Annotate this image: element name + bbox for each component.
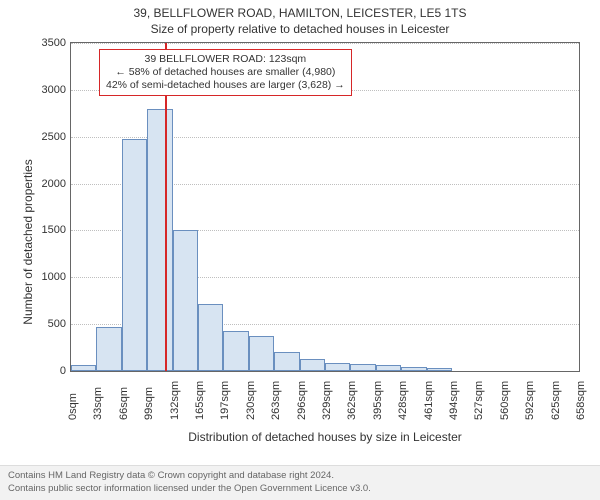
footer: Contains HM Land Registry data © Crown c… [0, 465, 600, 500]
callout-line: 42% of semi-detached houses are larger (… [106, 79, 345, 92]
y-tick-label: 1000 [34, 271, 66, 283]
x-tick-label: 296sqm [296, 360, 308, 420]
x-tick-label: 658sqm [575, 360, 587, 420]
histogram-bar [122, 139, 147, 371]
x-tick-label: 165sqm [194, 360, 206, 420]
x-tick-label: 33sqm [92, 360, 104, 420]
x-tick-label: 197sqm [219, 360, 231, 420]
x-tick-label: 527sqm [473, 360, 485, 420]
x-tick-label: 625sqm [550, 360, 562, 420]
histogram-bar [173, 230, 198, 372]
y-tick-label: 2500 [34, 131, 66, 143]
chart-container: 39, BELLFLOWER ROAD, HAMILTON, LEICESTER… [0, 0, 600, 500]
chart-title-main: 39, BELLFLOWER ROAD, HAMILTON, LEICESTER… [0, 6, 600, 20]
x-tick-label: 66sqm [118, 360, 130, 420]
plot-area: 39 BELLFLOWER ROAD: 123sqm← 58% of detac… [70, 42, 580, 372]
callout-line: ← 58% of detached houses are smaller (4,… [106, 66, 345, 79]
x-tick-label: 329sqm [321, 360, 333, 420]
x-tick-label: 263sqm [270, 360, 282, 420]
y-tick-label: 500 [34, 318, 66, 330]
marker-callout: 39 BELLFLOWER ROAD: 123sqm← 58% of detac… [99, 49, 352, 96]
x-tick-label: 461sqm [423, 360, 435, 420]
footer-line-2: Contains public sector information licen… [8, 483, 592, 495]
histogram-bar [147, 109, 172, 371]
x-tick-label: 230sqm [245, 360, 257, 420]
chart-title-sub: Size of property relative to detached ho… [0, 22, 600, 36]
footer-line-1: Contains HM Land Registry data © Crown c… [8, 470, 592, 482]
x-tick-label: 99sqm [143, 360, 155, 420]
y-tick-label: 1500 [34, 224, 66, 236]
y-tick-label: 2000 [34, 178, 66, 190]
x-tick-label: 132sqm [169, 360, 181, 420]
callout-line: 39 BELLFLOWER ROAD: 123sqm [106, 53, 345, 66]
y-tick-label: 3500 [34, 37, 66, 49]
y-tick-label: 3000 [34, 84, 66, 96]
x-tick-label: 395sqm [372, 360, 384, 420]
x-tick-label: 560sqm [499, 360, 511, 420]
x-axis-label: Distribution of detached houses by size … [70, 430, 580, 444]
x-tick-label: 362sqm [346, 360, 358, 420]
y-tick-label: 0 [34, 365, 66, 377]
grid-line [71, 43, 579, 44]
x-tick-label: 428sqm [397, 360, 409, 420]
x-tick-label: 494sqm [448, 360, 460, 420]
x-tick-label: 0sqm [67, 360, 79, 420]
x-tick-label: 592sqm [524, 360, 536, 420]
y-axis-label: Number of detached properties [21, 122, 35, 362]
